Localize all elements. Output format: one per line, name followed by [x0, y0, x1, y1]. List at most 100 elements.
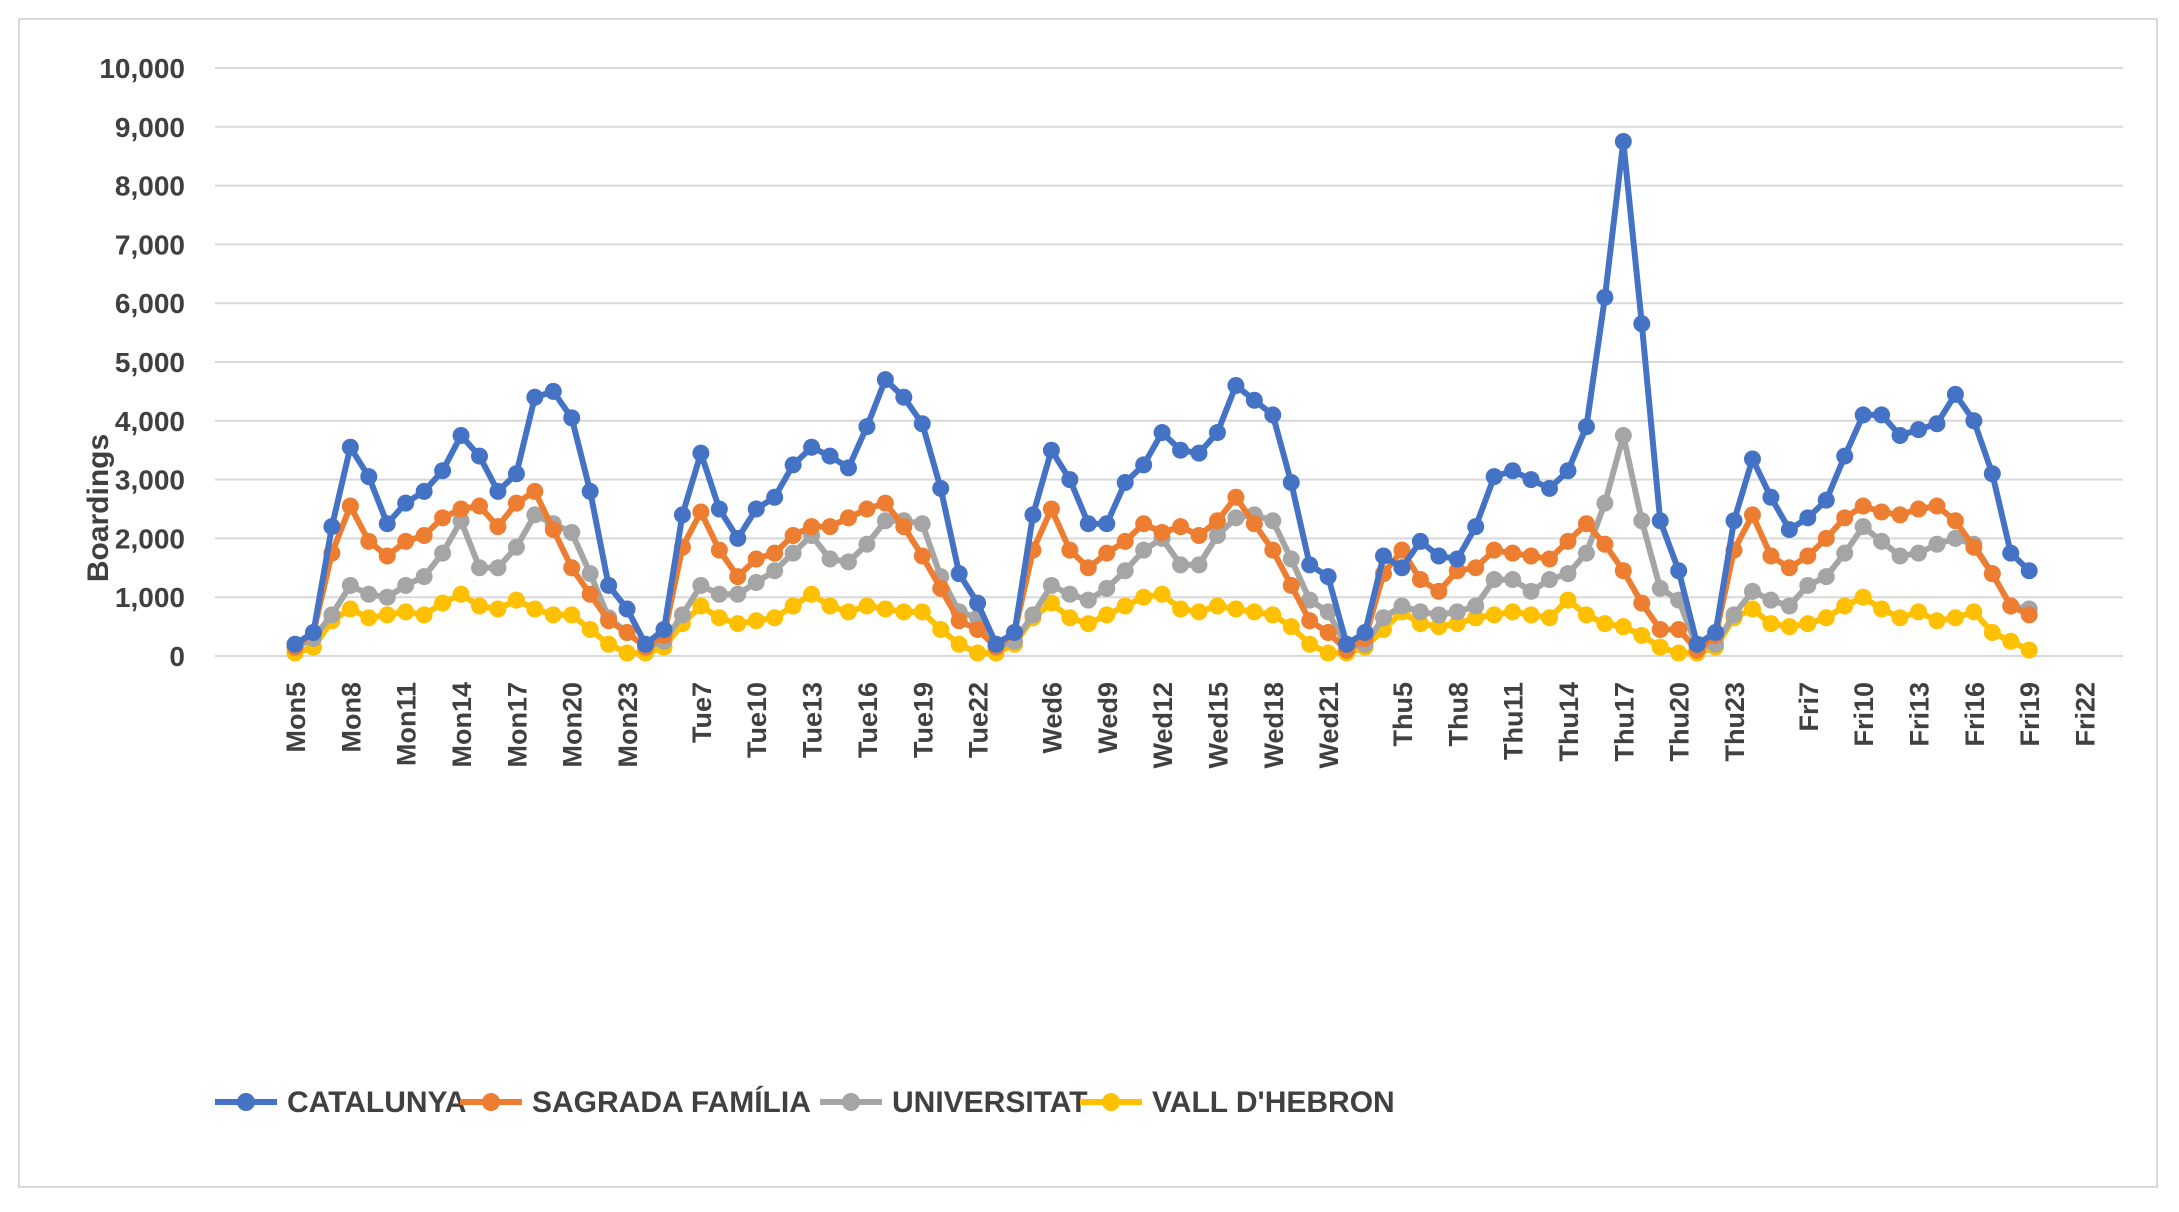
- data-point: [1098, 579, 1116, 597]
- data-point: [470, 559, 488, 577]
- data-point: [1910, 544, 1928, 562]
- data-point: [1227, 509, 1245, 527]
- data-point: [1780, 618, 1798, 636]
- data-point: [1208, 526, 1226, 544]
- x-tick-label: Thu17: [1609, 682, 1639, 762]
- data-point: [341, 576, 359, 594]
- data-point: [2002, 597, 2020, 615]
- data-point: [692, 576, 710, 594]
- data-point: [1817, 609, 1835, 627]
- data-point: [950, 635, 968, 653]
- data-point: [1338, 635, 1356, 653]
- data-point: [1799, 509, 1817, 527]
- chart-frame: 0 1,000 2,000 3,000 4,000 5,000 6,000 7,000 8,00…: [18, 18, 2158, 1188]
- data-point: [1891, 427, 1909, 444]
- data-point: [710, 500, 728, 518]
- data-point: [1116, 562, 1134, 580]
- data-point: [987, 635, 1005, 653]
- data-point: [526, 482, 544, 500]
- data-point: [1743, 600, 1761, 618]
- data-point: [1393, 541, 1411, 559]
- data-point: [1264, 406, 1282, 424]
- data-point: [1319, 603, 1337, 621]
- data-point: [1153, 585, 1171, 603]
- data-point: [1633, 315, 1651, 333]
- y-tick-label: 8,000: [115, 171, 185, 202]
- data-point: [1762, 591, 1780, 609]
- data-point: [821, 518, 839, 536]
- data-point: [304, 623, 322, 641]
- data-point: [1504, 603, 1522, 621]
- legend-marker: [1102, 1093, 1120, 1111]
- data-point: [1411, 532, 1429, 550]
- data-point: [2020, 562, 2038, 580]
- data-point: [1024, 606, 1042, 624]
- data-point: [950, 612, 968, 630]
- data-point: [341, 438, 359, 456]
- data-point: [286, 635, 304, 653]
- data-point: [1541, 571, 1559, 589]
- data-point: [1319, 568, 1337, 586]
- data-point: [692, 444, 710, 462]
- data-point: [1780, 559, 1798, 577]
- data-point: [1965, 538, 1983, 556]
- data-point: [1743, 450, 1761, 468]
- data-point: [766, 562, 784, 580]
- data-point: [1061, 471, 1079, 489]
- data-point: [1116, 532, 1134, 550]
- data-point: [1614, 618, 1632, 636]
- line-chart: 0 1,000 2,000 3,000 4,000 5,000 6,000 7,000 8,00…: [82, 53, 2123, 1119]
- legend-item: UNIVERSITAT: [820, 1086, 1088, 1119]
- x-tick-label: Fri19: [2015, 682, 2045, 747]
- data-point: [2020, 606, 2038, 624]
- y-tick-label: 0: [169, 641, 185, 672]
- data-point: [1319, 644, 1337, 662]
- data-point: [1928, 612, 1946, 630]
- data-point: [397, 576, 415, 594]
- data-point: [1301, 635, 1319, 653]
- data-point: [1707, 623, 1725, 641]
- data-point: [1504, 571, 1522, 589]
- data-point: [1061, 541, 1079, 559]
- data-point: [415, 606, 433, 624]
- data-point: [969, 594, 987, 612]
- data-point: [323, 518, 341, 536]
- data-point: [839, 553, 857, 571]
- data-point: [1301, 612, 1319, 630]
- data-point: [729, 585, 747, 603]
- data-point: [1190, 526, 1208, 544]
- data-point: [1098, 606, 1116, 624]
- data-point: [1264, 541, 1282, 559]
- data-point: [1467, 609, 1485, 627]
- data-point: [563, 409, 581, 427]
- data-point: [692, 597, 710, 615]
- data-point: [784, 526, 802, 544]
- data-point: [1467, 559, 1485, 577]
- y-tick-label: 10,000: [99, 53, 185, 84]
- data-point: [1946, 529, 1964, 547]
- data-point: [507, 465, 525, 483]
- data-point: [600, 612, 618, 630]
- y-tick-label: 7,000: [115, 229, 185, 260]
- data-point: [1577, 418, 1595, 436]
- data-point: [784, 597, 802, 615]
- data-point: [1946, 512, 1964, 530]
- data-point: [1245, 391, 1263, 409]
- data-point: [1024, 506, 1042, 524]
- x-tick-label: Thu5: [1388, 682, 1418, 747]
- data-point: [1762, 547, 1780, 565]
- data-point: [747, 574, 765, 591]
- data-point: [1651, 579, 1669, 597]
- data-point: [452, 512, 470, 530]
- data-point: [839, 603, 857, 621]
- data-point: [563, 559, 581, 577]
- data-point: [2002, 632, 2020, 650]
- data-point: [1688, 635, 1706, 653]
- data-point: [1504, 462, 1522, 480]
- data-point: [360, 532, 378, 550]
- data-point: [470, 447, 488, 465]
- data-point: [415, 526, 433, 544]
- data-point: [1743, 582, 1761, 600]
- data-point: [1264, 606, 1282, 624]
- data-point: [913, 547, 931, 565]
